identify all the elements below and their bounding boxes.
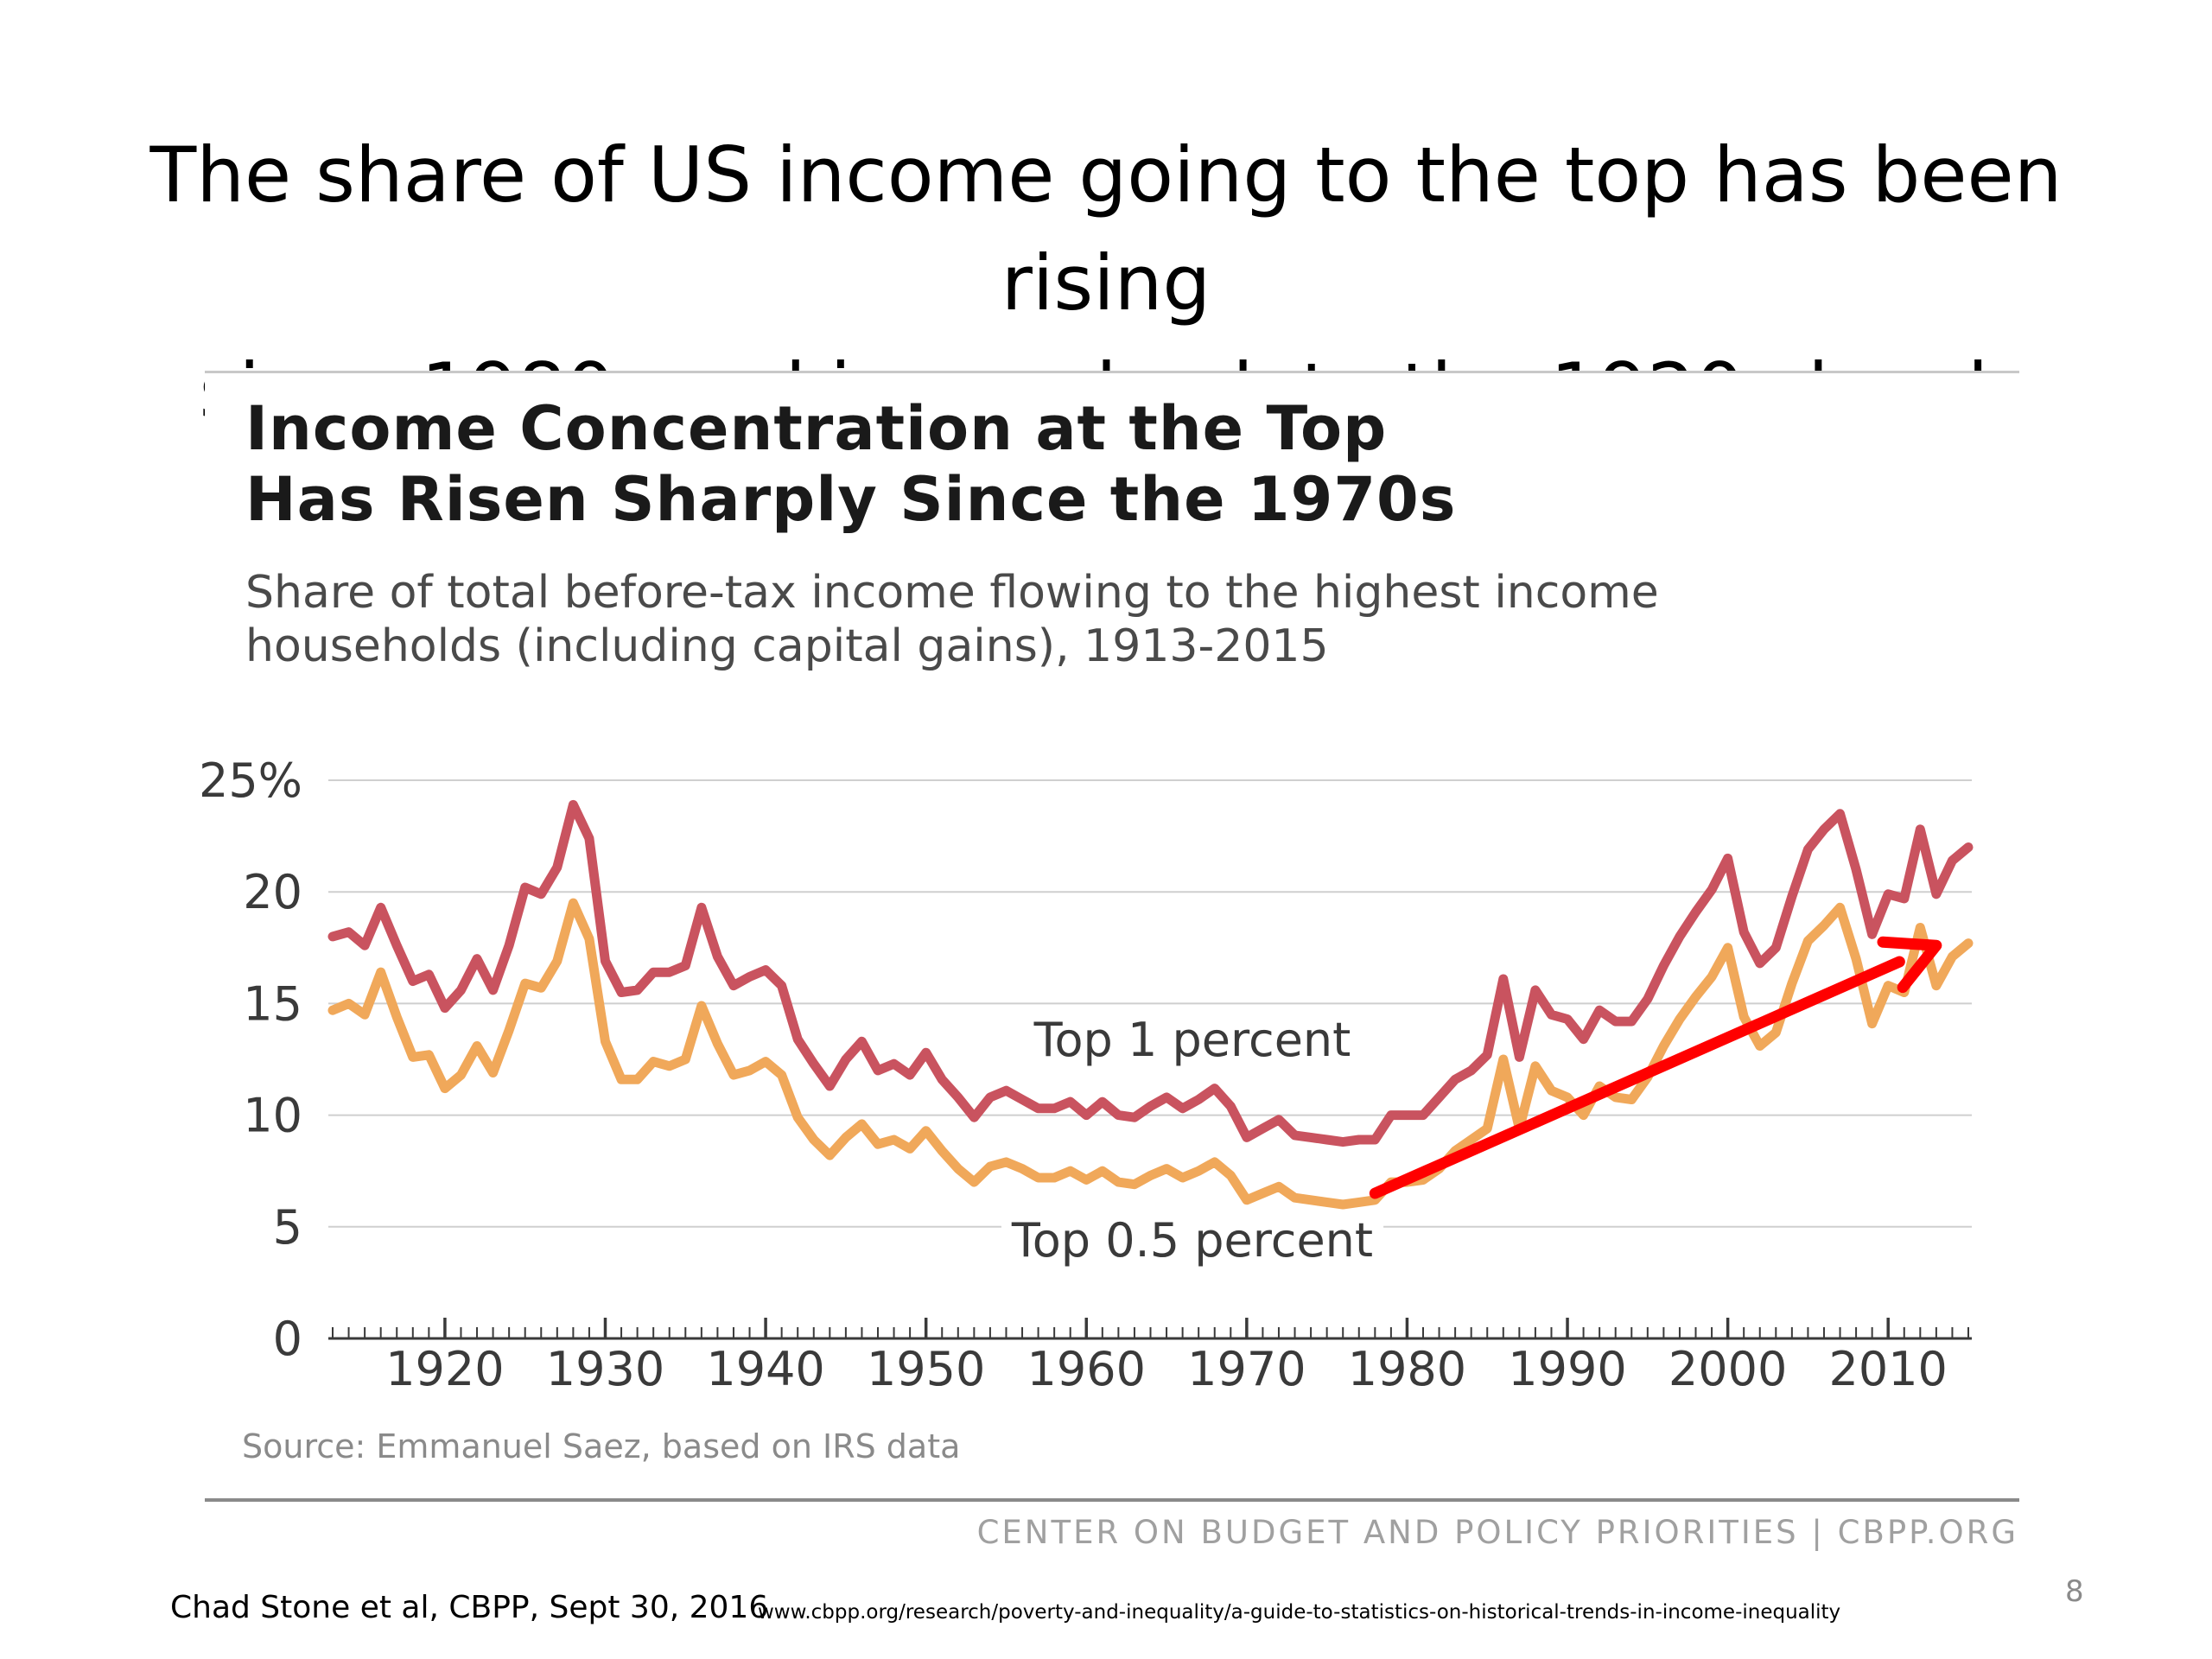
x-tick-label-1970: 1970: [1187, 1342, 1306, 1396]
x-tick-label-1930: 1930: [546, 1342, 664, 1396]
x-tick-label-2010: 2010: [1828, 1342, 1947, 1396]
x-tick-label-1960: 1960: [1027, 1342, 1146, 1396]
series-line-top-0-5-percent: [327, 898, 1974, 1210]
annotations: Top 1 percent Top 0.5 percent: [1001, 1013, 1384, 1270]
y-tick-label-25: 25%: [199, 753, 302, 808]
chart-subtitle: Share of total before-tax income flowing…: [245, 566, 1659, 673]
chart-bottom-rule: [205, 1498, 2019, 1502]
x-tick-label-2000: 2000: [1669, 1342, 1787, 1396]
chart-subtitle-line-1: Share of total before-tax income flowing…: [245, 567, 1659, 619]
chart-title-line-1: Income Concentration at the Top: [245, 393, 1388, 464]
trend-arrow-shaft: [1369, 956, 1905, 1199]
slide-footer-citation: Chad Stone et al, CBPP, Sept 30, 2016: [170, 1590, 769, 1625]
x-axis-tick-labels: 1920 1930 1940 1950 1960 1970 1980 1990 2000 2010: [385, 1342, 1948, 1396]
chart-top-rule: [205, 371, 2019, 373]
x-axis: [328, 1318, 1972, 1340]
x-tick-label-1940: 1940: [706, 1342, 824, 1396]
series-line-top-1-percent: [327, 799, 1974, 1147]
slide-title-line-1: The share of US income going to the top …: [149, 130, 2063, 327]
y-tick-label-15: 15: [243, 976, 302, 1031]
y-tick-label-0: 0: [273, 1312, 302, 1366]
x-tick-label-1950: 1950: [867, 1342, 985, 1396]
top-1-percent-label-background: [1023, 1013, 1362, 1070]
x-tick-label-1920: 1920: [385, 1342, 504, 1396]
slide-footer-url[interactable]: www.cbpp.org/research/poverty-and-inequa…: [758, 1601, 1841, 1624]
organization-credit: CENTER ON BUDGET AND POLICY PRIORITIES |…: [976, 1514, 2018, 1551]
top-0-5-percent-label: Top 0.5 percent: [1011, 1213, 1373, 1268]
trend-arrow-head: [1877, 936, 1942, 994]
top-0-5-percent-label-background: [1001, 1213, 1384, 1270]
chart-subtitle-line-2: households (including capital gains), 19…: [245, 620, 1329, 672]
y-axis-tick-labels: 0 5 10 15 20 25%: [199, 753, 302, 1366]
trend-arrow: [1369, 936, 1942, 1199]
page-number: 8: [2065, 1574, 2084, 1609]
chart-title: Income Concentration at the Top Has Rise…: [245, 393, 1456, 535]
y-tick-label-5: 5: [273, 1200, 302, 1255]
y-tick-label-20: 20: [243, 865, 302, 919]
source-note: Source: Emmanuel Saez, based on IRS data: [242, 1427, 961, 1465]
y-tick-label-10: 10: [243, 1089, 302, 1143]
top-1-percent-label: Top 1 percent: [1033, 1013, 1351, 1067]
series-lines: [327, 799, 1974, 1210]
gridlines: [328, 779, 1972, 1228]
chart-title-line-2: Has Risen Sharply Since the 1970s: [245, 464, 1457, 535]
x-tick-label-1990: 1990: [1508, 1342, 1626, 1396]
x-tick-label-1980: 1980: [1348, 1342, 1466, 1396]
